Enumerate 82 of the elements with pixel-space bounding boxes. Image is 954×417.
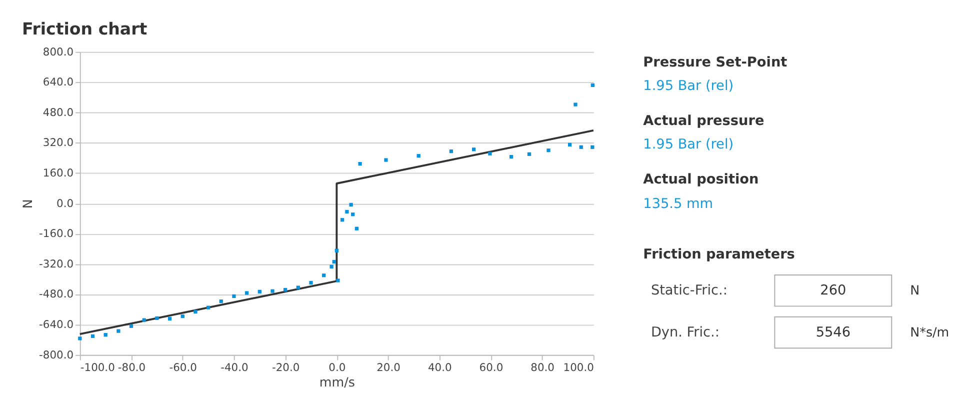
- y-tick-label: 640.0: [42, 76, 74, 89]
- point: [349, 202, 353, 207]
- point: [330, 264, 334, 268]
- text: Static-Fric.:: [650, 282, 728, 298]
- chart-title: Friction chart: [22, 19, 148, 38]
- text: Actual pressure: [643, 112, 764, 129]
- point: [168, 316, 172, 321]
- point: [78, 336, 82, 340]
- point: [244, 291, 249, 295]
- point: [527, 152, 532, 156]
- y-tick-label: -320.0: [39, 257, 74, 270]
- point: [309, 280, 313, 285]
- point: [296, 286, 300, 290]
- point: [449, 149, 454, 154]
- text: 135.5 mm: [643, 196, 714, 212]
- point: [322, 274, 326, 278]
- point: [116, 329, 120, 333]
- x-tick-label: 20.0: [376, 360, 401, 374]
- text: Pressure Set-Point: [643, 54, 788, 70]
- y-tick-label: 320.0: [42, 136, 74, 150]
- x-tick-label: -20.0: [272, 360, 300, 374]
- point: [546, 148, 550, 152]
- point: [334, 248, 338, 252]
- point: [284, 288, 288, 292]
- point: [129, 324, 134, 328]
- y-axis-title: N: [20, 199, 36, 209]
- point: [258, 290, 262, 294]
- y-tick-label: -800.0: [39, 348, 74, 362]
- point: [590, 83, 594, 88]
- point: [568, 142, 572, 146]
- point: [384, 158, 388, 162]
- text: 1.95 Bar (rel): [643, 78, 734, 94]
- x-tick-label: 0.0: [328, 360, 346, 374]
- x-tick-label: -40.0: [220, 360, 248, 374]
- y-tick-label: 800.0: [42, 45, 74, 58]
- point: [194, 310, 198, 314]
- y-tick-label: -640.0: [39, 318, 74, 332]
- point: [416, 154, 420, 158]
- x-axis-title: mm/s: [319, 374, 355, 390]
- point: [358, 162, 362, 166]
- point: [472, 148, 476, 152]
- point: [270, 289, 274, 293]
- point: [90, 334, 95, 338]
- text: 5546: [816, 324, 851, 340]
- text: Actual position: [643, 171, 759, 188]
- text: 260: [820, 282, 846, 298]
- x-tick-label: 80.0: [530, 360, 555, 374]
- point: [345, 210, 349, 214]
- text: Dyn. Fric.:: [650, 324, 720, 340]
- y-tick-label: 0.0: [56, 196, 74, 210]
- point: [142, 318, 146, 322]
- text: N: [910, 282, 920, 298]
- point: [336, 278, 340, 282]
- point: [340, 218, 344, 222]
- point: [155, 316, 159, 320]
- y-tick-label: -160.0: [39, 227, 74, 240]
- point: [104, 333, 108, 337]
- point: [579, 145, 583, 149]
- x-tick-label: 100.0: [563, 360, 594, 374]
- x-tick-label: -100.0: [80, 360, 116, 374]
- point: [488, 152, 492, 156]
- point: [180, 314, 184, 318]
- y-tick-label: 160.0: [42, 166, 74, 180]
- x-tick-label: -80.0: [118, 360, 146, 374]
- x-tick-label: -60.0: [169, 360, 198, 374]
- point: [590, 145, 594, 149]
- text: 1.95 Bar (rel): [643, 136, 734, 152]
- y-tick-label: 480.0: [42, 106, 74, 119]
- x-tick-label: 40.0: [428, 360, 452, 374]
- y-tick-label: -480.0: [39, 288, 74, 301]
- point: [351, 212, 355, 216]
- text: N*s/m: [910, 324, 950, 340]
- point: [232, 294, 236, 298]
- point: [206, 306, 210, 310]
- x-tick-label: 60.0: [479, 360, 504, 374]
- text: Friction parameters: [643, 246, 795, 262]
- point: [574, 102, 578, 106]
- point: [354, 226, 359, 230]
- point: [219, 299, 223, 304]
- point: [509, 154, 514, 159]
- line-series: [78, 129, 594, 336]
- point: [332, 260, 336, 264]
